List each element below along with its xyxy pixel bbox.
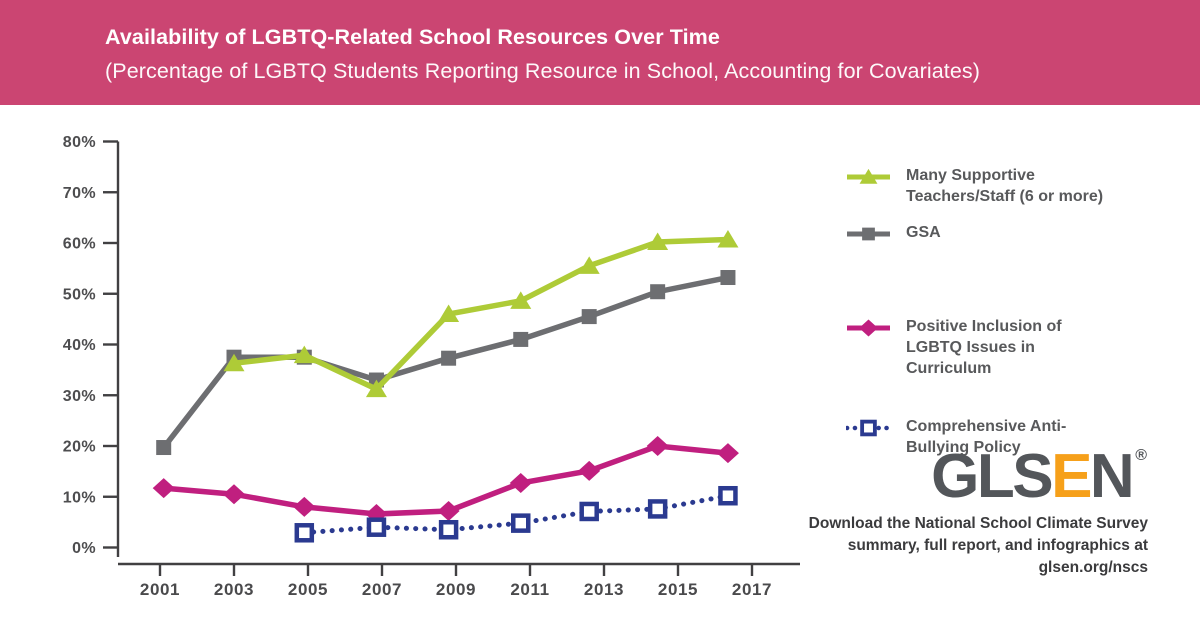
chart-legend: Many Supportive Teachers/Staff (6 or mor… (844, 0, 1196, 630)
svg-text:2009: 2009 (436, 580, 476, 599)
legend-swatch-square-icon (846, 223, 891, 250)
svg-text:70%: 70% (63, 185, 96, 202)
legend-label: Many Supportive Teachers/Staff (6 or mor… (906, 167, 1104, 205)
legend-swatch-open-square-icon (844, 417, 893, 444)
svg-text:10%: 10% (63, 489, 96, 506)
chart-subtitle: (Percentage of LGBTQ Students Reporting … (105, 58, 981, 83)
svg-text:2005: 2005 (288, 580, 328, 599)
legend-swatch-diamond-icon (846, 317, 891, 344)
legend-item-supportive-teachers: Many Supportive Teachers/Staff (6 or mor… (846, 165, 1134, 207)
legend-label: GSA (906, 224, 941, 241)
legend-item-curriculum: Positive Inclusion of LGBTQ Issues in Cu… (846, 316, 1082, 379)
logo-accent-letter: E (1051, 442, 1092, 511)
registered-mark-icon: ® (1135, 447, 1147, 464)
legend-label: Positive Inclusion of LGBTQ Issues in Cu… (906, 318, 1062, 377)
download-info-text: Download the National School Climate Sur… (809, 513, 1148, 579)
svg-text:20%: 20% (63, 439, 96, 456)
glsen-logo: GLSEN ® (931, 446, 1147, 508)
chart-title: Availability of LGBTQ-Related School Res… (105, 25, 720, 49)
svg-text:50%: 50% (63, 286, 96, 303)
legend-label: Comprehensive Anti-Bullying Policy (906, 418, 1067, 456)
svg-text:2007: 2007 (362, 580, 402, 599)
svg-text:0%: 0% (72, 540, 96, 557)
svg-text:2001: 2001 (140, 580, 180, 599)
legend-swatch-triangle-icon (846, 166, 891, 193)
svg-text:2003: 2003 (214, 580, 254, 599)
download-line-2: summary, full report, and infographics a… (847, 537, 1148, 554)
resource-trends-plot: 0% 10% 20% 30% 40% 50% 60% 70% 80% 2001 2003 2005 20… (63, 134, 800, 599)
download-url: glsen.org/nscs (1038, 559, 1148, 576)
svg-text:60%: 60% (63, 236, 96, 253)
logo-text: GLS (931, 442, 1053, 511)
legend-item-anti-bullying-policy: Comprehensive Anti-Bullying Policy (844, 416, 1102, 458)
svg-text:40%: 40% (63, 337, 96, 354)
download-line-1: Download the National School Climate Sur… (808, 515, 1148, 532)
svg-text:2015: 2015 (658, 580, 698, 599)
svg-text:2017: 2017 (732, 580, 772, 599)
svg-text:2011: 2011 (510, 580, 549, 599)
svg-text:30%: 30% (63, 388, 96, 405)
line-chart: 0% 10% 20% 30% 40% 50% 60% 70% 80% 2001 2003 2005 20… (0, 105, 830, 630)
legend-item-gsa: GSA (846, 222, 941, 250)
header-banner: Availability of LGBTQ-Related School Res… (0, 0, 1200, 105)
svg-text:2013: 2013 (584, 580, 624, 599)
svg-text:80%: 80% (63, 134, 96, 151)
logo-text: N (1089, 442, 1135, 511)
